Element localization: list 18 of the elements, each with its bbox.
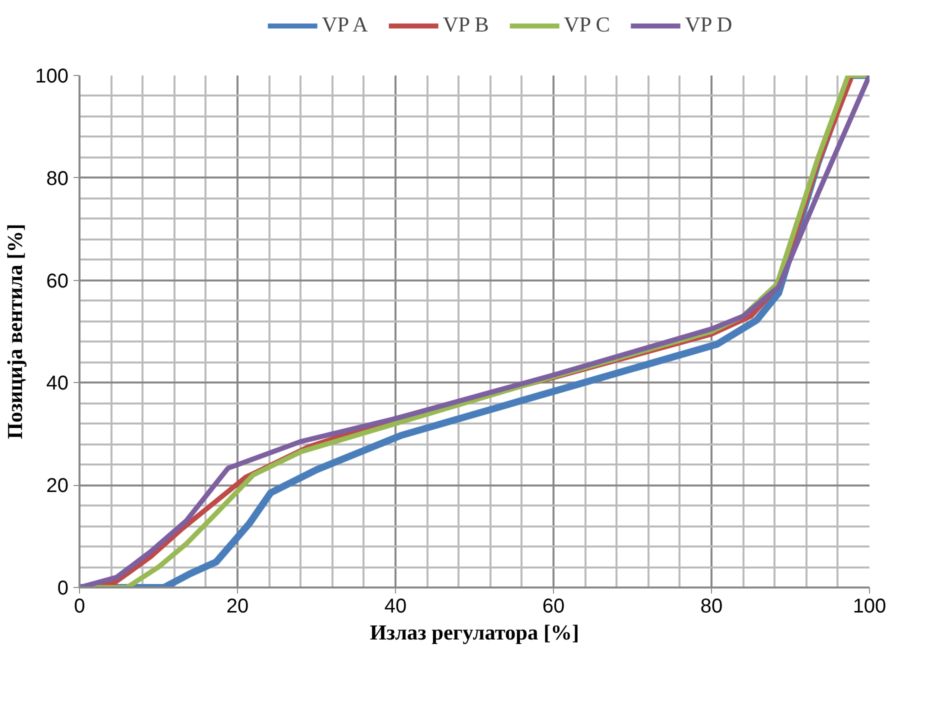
legend-label: VP D bbox=[684, 12, 732, 38]
x-tick-label: 20 bbox=[226, 596, 249, 618]
legend-label: VP B bbox=[442, 12, 489, 38]
legend-label: VP C bbox=[564, 12, 610, 38]
x-tick-label: 40 bbox=[384, 596, 407, 618]
x-tick-label: 60 bbox=[542, 596, 565, 618]
y-axis-title: Позиција вентила [%] bbox=[3, 224, 28, 440]
y-tick-label: 100 bbox=[35, 66, 69, 88]
y-tick-label: 20 bbox=[46, 475, 69, 498]
y-tick-label: 40 bbox=[46, 372, 69, 395]
x-tick-label: 0 bbox=[74, 596, 86, 618]
legend-label: VP A bbox=[322, 12, 368, 38]
x-axis-title: Излаз регулатора [%] bbox=[370, 620, 580, 644]
x-tick-label: 100 bbox=[852, 596, 886, 618]
y-tick-label: 60 bbox=[46, 270, 69, 292]
y-tick-label: 80 bbox=[46, 168, 69, 190]
y-tick-label: 0 bbox=[57, 578, 68, 600]
x-tick-label: 80 bbox=[700, 596, 723, 618]
